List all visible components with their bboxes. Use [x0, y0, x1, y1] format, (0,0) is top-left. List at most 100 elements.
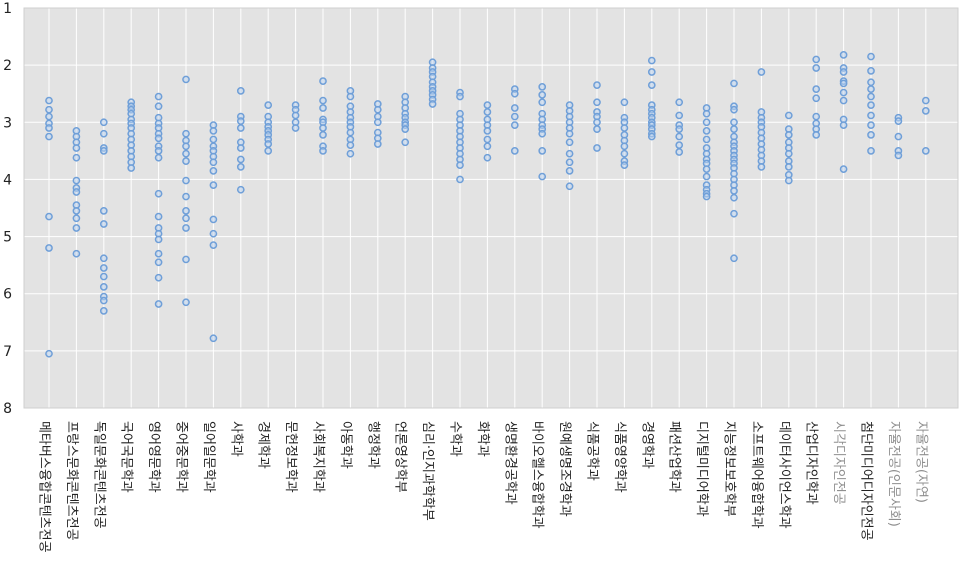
data-point	[127, 164, 136, 172]
data-point	[209, 229, 218, 238]
data-point	[839, 68, 848, 76]
data-point	[154, 102, 163, 111]
data-point	[784, 163, 793, 171]
data-point	[99, 129, 108, 138]
data-point	[456, 92, 464, 101]
data-point	[702, 127, 711, 135]
data-point	[209, 135, 218, 144]
data-point	[483, 135, 492, 144]
data-point	[456, 175, 464, 184]
data-point	[702, 135, 711, 144]
data-point	[182, 298, 190, 307]
data-point	[99, 296, 108, 305]
data-point	[730, 209, 738, 218]
x-tick-label: 중어중문학과	[174, 421, 189, 493]
data-point	[236, 117, 245, 125]
data-point	[675, 125, 684, 133]
data-point	[154, 249, 163, 258]
data-point	[593, 125, 601, 133]
x-tick-label: 사학과	[228, 421, 243, 457]
data-point	[510, 112, 519, 121]
data-point	[182, 142, 190, 151]
data-point	[730, 105, 738, 114]
x-tick-label: 산업디자인학과	[804, 421, 819, 505]
data-point	[99, 220, 108, 228]
data-point	[483, 142, 492, 151]
data-point	[483, 108, 492, 116]
data-point	[72, 176, 81, 185]
data-point	[182, 149, 190, 158]
data-point	[182, 224, 190, 232]
data-point	[867, 52, 875, 61]
data-point	[236, 124, 245, 132]
x-tick-label: 화학과	[475, 421, 490, 457]
data-point	[730, 79, 738, 88]
x-tick-label: 아동학과	[338, 421, 353, 469]
data-point	[236, 144, 245, 152]
data-point	[264, 140, 273, 148]
data-point	[510, 89, 519, 98]
y-tick-label: 3	[3, 115, 12, 131]
data-point	[209, 215, 218, 224]
data-point	[182, 157, 190, 165]
data-point	[72, 153, 81, 162]
data-point	[99, 264, 108, 272]
x-tick-label: 자율전공(인문사회)	[886, 421, 901, 527]
data-point	[182, 214, 190, 223]
x-tick-label: 경제학과	[256, 421, 271, 469]
data-point	[867, 101, 875, 109]
plot-border	[23, 7, 959, 409]
data-point	[867, 92, 875, 101]
data-point	[894, 132, 903, 141]
data-point	[867, 147, 875, 155]
data-point	[620, 149, 629, 158]
data-point	[319, 96, 327, 105]
x-tick-label: 메타버스융합콘텐츠전공	[37, 421, 52, 553]
data-point	[483, 127, 492, 135]
data-point	[702, 172, 711, 181]
x-tick-label: 지능정보보호학부	[722, 421, 737, 517]
x-tick-label: 영어영문학과	[146, 421, 161, 493]
data-point	[45, 124, 53, 132]
data-point	[867, 121, 875, 129]
data-point	[154, 212, 163, 221]
data-point	[757, 163, 766, 171]
data-point	[839, 96, 848, 105]
data-point	[154, 134, 163, 143]
data-point	[510, 104, 519, 112]
x-tick-label: 일어일문학과	[201, 421, 216, 493]
data-point	[620, 124, 629, 132]
data-point	[209, 127, 218, 135]
data-point	[319, 124, 327, 132]
data-point	[319, 77, 327, 85]
data-point	[483, 101, 492, 109]
x-tick-label: 생명환경공학과	[502, 421, 517, 505]
data-point	[647, 81, 656, 89]
data-point	[99, 283, 108, 291]
data-point	[236, 155, 245, 164]
data-point	[236, 185, 245, 194]
data-point	[45, 112, 53, 121]
data-point	[647, 56, 656, 65]
data-point	[867, 78, 875, 87]
x-tick-label: 패션산업학과	[667, 421, 682, 493]
data-point	[373, 140, 382, 148]
data-point	[784, 149, 793, 158]
x-tick-label: 사회복지학과	[311, 421, 326, 493]
data-point	[209, 158, 218, 167]
x-tick-label: 식품공학과	[585, 421, 600, 481]
data-point	[319, 104, 327, 112]
data-point	[867, 111, 875, 120]
data-point	[757, 68, 766, 76]
data-point	[593, 118, 601, 127]
data-point	[72, 144, 81, 152]
data-point	[812, 85, 821, 93]
data-point	[45, 132, 53, 141]
data-point	[72, 249, 81, 258]
data-point	[730, 193, 738, 202]
data-point	[894, 151, 903, 160]
data-point	[593, 98, 601, 107]
data-point	[565, 167, 574, 175]
x-tick-label: 식품영양학과	[612, 421, 627, 493]
